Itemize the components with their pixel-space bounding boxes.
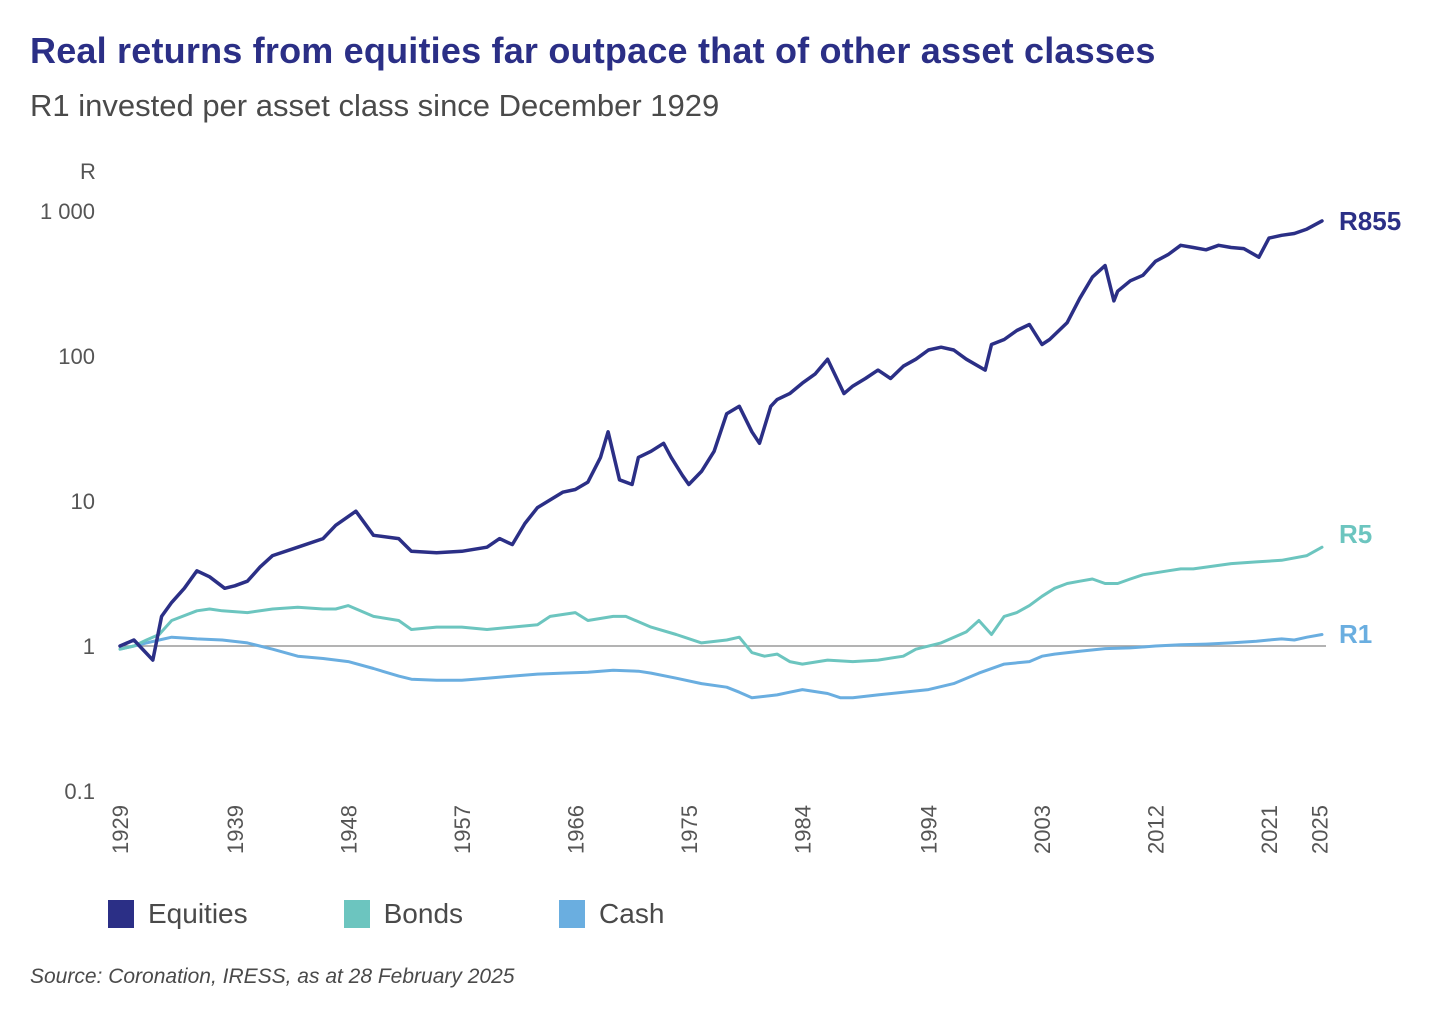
legend-swatch-cash	[559, 900, 586, 928]
end-label-equities: R855	[1339, 206, 1401, 236]
series-line-cash	[118, 633, 1324, 700]
legend: Equities Bonds Cash	[108, 898, 760, 930]
x-tick-label: 2025	[1307, 805, 1332, 854]
x-tick-label: 1994	[916, 805, 941, 854]
chart-subtitle: R1 invested per asset class since Decemb…	[30, 88, 720, 123]
series-end-labels: R855 R5 R1	[1339, 206, 1401, 649]
x-tick-label: 1939	[223, 805, 248, 854]
x-tick-label: 1948	[336, 805, 361, 854]
legend-label-bonds: Bonds	[383, 898, 464, 929]
y-tick-label: 0.1	[64, 779, 95, 804]
x-tick-label: 2012	[1144, 805, 1169, 854]
x-tick-label: 1984	[790, 805, 815, 854]
y-tick-label: 1	[83, 634, 95, 659]
y-axis-ticks: 0.1 1 10 100 1 000	[40, 199, 95, 804]
x-tick-label: 1957	[450, 805, 475, 854]
legend-item-bonds[interactable]: Bonds	[343, 898, 464, 930]
y-tick-label: 100	[58, 344, 95, 369]
y-tick-label: 1 000	[40, 199, 95, 224]
legend-label-cash: Cash	[599, 898, 665, 929]
legend-item-equities[interactable]: Equities	[108, 898, 248, 930]
end-label-cash: R1	[1339, 619, 1372, 649]
x-tick-label: 2003	[1030, 805, 1055, 854]
source-note: Source: Coronation, IRESS, as at 28 Febr…	[30, 965, 515, 988]
x-tick-label: 1975	[677, 805, 702, 854]
y-tick-label: 10	[71, 489, 95, 514]
chart-title: Real returns from equities far outpace t…	[30, 30, 1156, 71]
legend-label-equities: Equities	[148, 898, 248, 929]
legend-swatch-bonds	[343, 900, 370, 928]
end-label-bonds: R5	[1339, 519, 1372, 549]
x-tick-label: 1966	[563, 805, 588, 854]
series-line-equities	[118, 219, 1324, 662]
legend-item-cash[interactable]: Cash	[559, 898, 664, 930]
x-axis-ticks: 1929 1939 1948 1957 1966 1975 1984 1994 2003 2012…	[108, 805, 1332, 854]
legend-swatch-equities	[108, 900, 134, 928]
series-line-bonds	[118, 545, 1324, 666]
x-tick-label: 2021	[1257, 805, 1282, 854]
x-tick-label: 1929	[108, 805, 133, 854]
series-lines	[118, 219, 1324, 700]
y-axis-unit-label: R	[80, 159, 96, 184]
